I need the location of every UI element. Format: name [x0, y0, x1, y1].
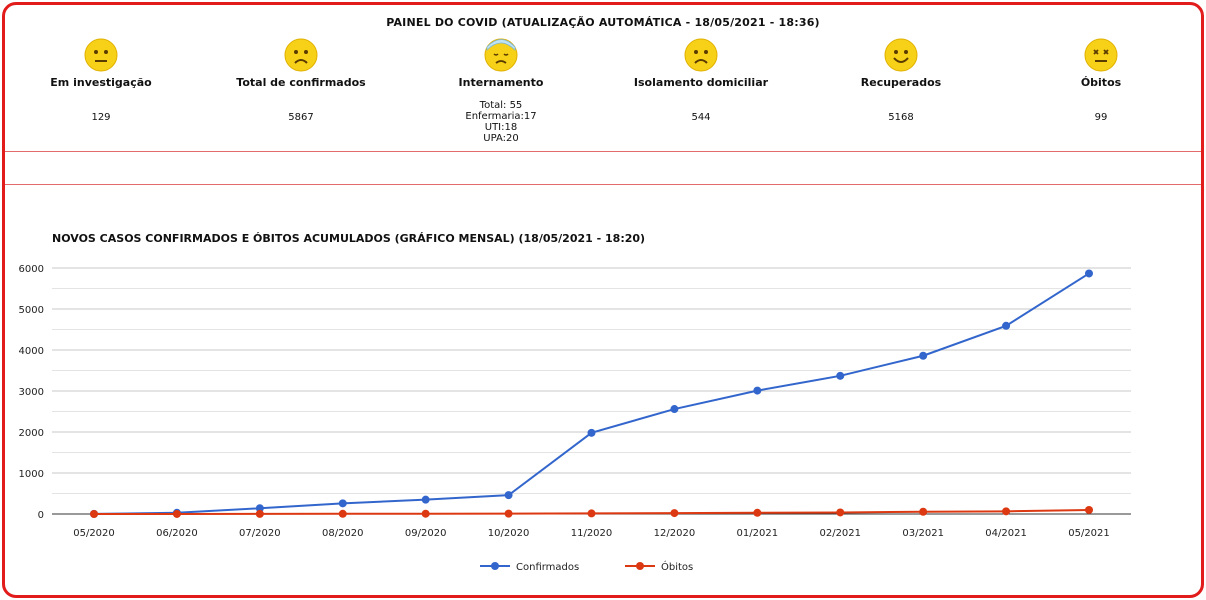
data-point [255, 509, 264, 518]
data-point [338, 499, 347, 508]
dead-face-icon [1084, 38, 1118, 72]
legend-marker [636, 562, 644, 570]
neutral-face-icon [84, 38, 118, 72]
series-line-confirmados [93, 272, 1090, 515]
stat-value: Enfermaria:17 [465, 111, 537, 122]
data-point [421, 495, 430, 504]
x-tick-label: 12/2020 [654, 528, 696, 539]
stat-label: Internamento [458, 76, 544, 89]
y-tick-label: 0 [38, 510, 44, 521]
stat-label: Recuperados [860, 76, 942, 89]
line-chart: 0 1000 2000 3000 4000 5000 6000 05/2020 06/2020 0… [19, 264, 1131, 573]
data-point [836, 508, 845, 517]
y-tick-label: 4000 [19, 346, 44, 357]
sad-face-icon [284, 38, 318, 72]
x-tick-label: 09/2020 [405, 528, 447, 539]
x-tick-label: 05/2021 [1068, 528, 1110, 539]
data-point [1085, 505, 1093, 514]
data-point [1002, 321, 1011, 330]
legend-marker [491, 562, 499, 570]
x-tick-label: 05/2020 [73, 528, 115, 539]
divider [5, 184, 1201, 185]
stat-value: Total: 55 [479, 100, 523, 111]
bandaged-face-icon [484, 38, 518, 72]
y-tick-label: 5000 [19, 305, 44, 316]
stat-value: 129 [91, 112, 111, 123]
data-point [670, 405, 679, 414]
data-point [504, 509, 513, 518]
data-point [255, 504, 264, 513]
stat-value: UPA:20 [483, 133, 519, 144]
y-tick-label: 1000 [19, 469, 44, 480]
data-point [587, 509, 596, 518]
x-tick-label: 07/2020 [239, 528, 281, 539]
x-tick-label: 01/2021 [737, 528, 779, 539]
stat-value: 544 [691, 112, 711, 123]
data-point [90, 510, 98, 518]
stat-card: Em investigação 129 [1, 38, 201, 123]
data-point [172, 509, 181, 518]
stat-value: 99 [1094, 112, 1108, 123]
panel-title: PAINEL DO COVID (ATUALIZAÇÃO AUTOMÁTICA … [386, 16, 820, 29]
chart-title: NOVOS CASOS CONFIRMADOS E ÓBITOS ACUMULA… [52, 232, 646, 245]
stat-card: Óbitos 99 [1001, 38, 1201, 123]
x-tick-label: 10/2020 [488, 528, 530, 539]
legend-label: Óbitos [661, 560, 693, 573]
y-tick-label: 3000 [19, 387, 44, 398]
data-point [1085, 269, 1093, 278]
legend-label: Confirmados [516, 562, 579, 573]
x-tick-label: 02/2021 [819, 528, 861, 539]
data-point [421, 509, 430, 518]
y-tick-label: 2000 [19, 428, 44, 439]
data-point [504, 491, 513, 500]
divider [5, 151, 1201, 152]
sad-face-icon [684, 38, 718, 72]
data-point [753, 386, 762, 395]
stat-label: Isolamento domiciliar [633, 76, 769, 89]
data-point [1002, 507, 1011, 516]
data-point [836, 371, 845, 380]
data-point [753, 508, 762, 517]
stat-label: Óbitos [1080, 76, 1122, 89]
x-tick-label: 11/2020 [571, 528, 613, 539]
stat-label: Total de confirmados [236, 76, 366, 89]
data-point [670, 509, 679, 518]
x-tick-label: 06/2020 [156, 528, 198, 539]
data-point [919, 507, 928, 516]
stat-label: Em investigação [50, 76, 152, 89]
stat-card: Total de confirmados 5867 [201, 38, 401, 123]
data-point [338, 509, 347, 518]
x-tick-label: 03/2021 [902, 528, 944, 539]
y-tick-label: 6000 [19, 264, 44, 275]
stat-card: Isolamento domiciliar 544 [601, 38, 801, 123]
smile-face-icon [884, 38, 918, 72]
x-tick-label: 04/2021 [985, 528, 1027, 539]
stat-value: 5168 [888, 112, 914, 123]
data-point [919, 351, 928, 360]
data-point [587, 428, 596, 437]
stat-value: UTI:18 [484, 122, 518, 133]
stat-value: 5867 [288, 112, 314, 123]
x-tick-label: 08/2020 [322, 528, 364, 539]
stat-card: Internamento Total: 55 Enfermaria:17 UTI:18… [401, 38, 601, 144]
stat-card: Recuperados 5168 [801, 38, 1001, 123]
